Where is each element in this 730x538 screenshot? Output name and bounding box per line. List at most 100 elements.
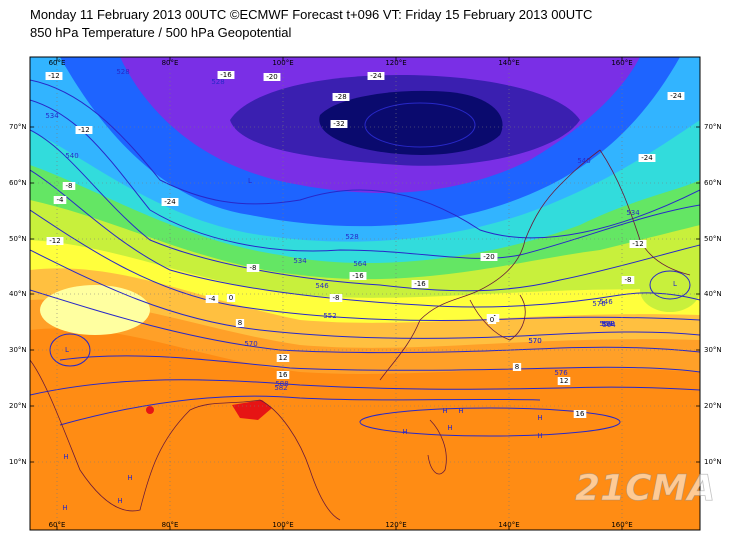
temperature-label: -8 [333,294,340,302]
temperature-label: 16 [279,371,288,379]
lon-label: 140°E [498,59,519,67]
watermark: 21CMA [575,468,715,509]
geopotential-label: 570 [528,337,541,345]
temperature-label-box [667,92,685,100]
temperature-label-box [53,196,67,204]
pressure-centre-label: H [458,407,463,415]
pressure-centre-label: H [402,428,407,436]
geopotential-label: 546 [315,282,329,290]
temperature-label: -16 [352,272,364,280]
geopotential-label: 564 [353,260,367,268]
temperature-label-box [45,72,63,80]
temperature-label: -24 [164,198,176,206]
temperature-label-box [512,363,522,371]
contour-534 [30,99,700,259]
geopotential-label: 558 [601,320,614,328]
contour-546 [30,169,700,308]
geopotential-label: 588 [275,380,288,388]
hot-spot-small [146,406,154,414]
temperature-label-box [276,354,290,362]
pressure-centre-label: H [62,504,67,512]
latitude-labels-right: 70°N 60°N 50°N 40°N 30°N 20°N 10°N [704,123,722,466]
geopotential-label: 528 [211,78,224,86]
contour-540 [30,129,700,292]
pressure-centre-label: L [65,346,69,354]
lat-label: 60°N [9,179,27,187]
temperature-label: 8 [515,363,519,371]
temperature-label-box [638,154,656,162]
contour-570 [59,355,700,373]
temperature-label: 0 [490,316,494,324]
lon-label: 160°E [611,59,632,67]
lon-label: 160°E [611,521,632,529]
lat-label: 10°N [9,458,27,466]
geopotential-labels: 5285345405285525645585465705765825705765… [45,68,640,392]
lat-label: 20°N [9,402,27,410]
geopotential-label: 552 [323,312,336,320]
temperature-label: 0 [229,294,233,302]
temperature-label-box [329,294,343,302]
temperature-label-box [480,253,498,261]
lat-label: 70°N [9,123,27,131]
temperature-label: -4 [57,196,65,204]
geopotential-label: 570 [528,337,541,345]
temperature-label: -16 [414,280,426,288]
pressure-centres: L L L H H H H H H H H H H [62,177,677,512]
geopotential-label: 534 [626,209,640,217]
temperature-label-box [246,264,260,272]
hot-spot-red [232,400,272,420]
longitude-labels-top: 60°E 80°E 100°E 120°E 140°E 160°E [49,59,633,67]
pressure-centre-label: L [673,280,677,288]
temperature-label-box [161,198,179,206]
lon-label: 140°E [498,521,519,529]
temperature-label: 16 [576,410,585,418]
lat-label: 40°N [704,290,722,298]
temperature-label-box [621,276,635,284]
chart-subtitle: 850 hPa Temperature / 500 hPa Geopotenti… [30,25,292,40]
temperature-label-box [217,71,235,79]
contour-582 [59,395,541,426]
contour-high-south [359,407,621,437]
contour-low-east [649,270,691,300]
temperature-label: -16 [220,71,232,79]
temperature-label: -8 [66,182,73,190]
geopotential-label: 546 [599,298,613,306]
temperature-label-box [411,280,429,288]
lon-label: 100°E [272,521,293,529]
temperature-label-box [330,120,348,128]
graticule [30,57,700,530]
temperature-label: -24 [670,92,682,100]
temperature-label: 12 [560,377,569,385]
temperature-label-box [205,295,219,303]
tick-marks [30,57,700,530]
temperature-label-box [235,319,245,327]
lat-label: 10°N [704,458,722,466]
temperature-label: -24 [641,154,653,162]
geopotential-label: 528 [116,68,129,76]
temperature-label-box [226,294,236,302]
contour-552 [30,209,700,321]
lon-label: 120°E [385,59,406,67]
lon-label: 120°E [385,521,406,529]
pressure-centre-label: H [537,432,542,440]
lon-label: 60°E [49,521,66,529]
plot-frame [29,56,701,531]
temperature-label-box [75,126,93,134]
temperature-label: -24 [370,72,382,80]
lat-label: 60°N [704,179,722,187]
geopotential-label: 558 [599,320,612,328]
temperature-label: -12 [48,72,59,80]
geopotential-label: 558 [601,320,614,328]
lat-label: 70°N [704,123,722,131]
chart-title: Monday 11 February 2013 00UTC ©ECMWF For… [30,7,593,22]
temperature-label: -12 [49,237,60,245]
temperature-label: -8 [250,264,257,272]
geopotential-label: 534 [45,112,59,120]
geopotential-contours [30,79,700,437]
lat-label: 30°N [9,346,27,354]
longitude-labels-bottom: 60°E 80°E 100°E 120°E 140°E 160°E [49,521,633,529]
contour-564 [30,289,700,354]
temperature-label: -8 [625,276,632,284]
temperature-label: 12 [279,354,288,362]
contour-558 [30,249,700,339]
